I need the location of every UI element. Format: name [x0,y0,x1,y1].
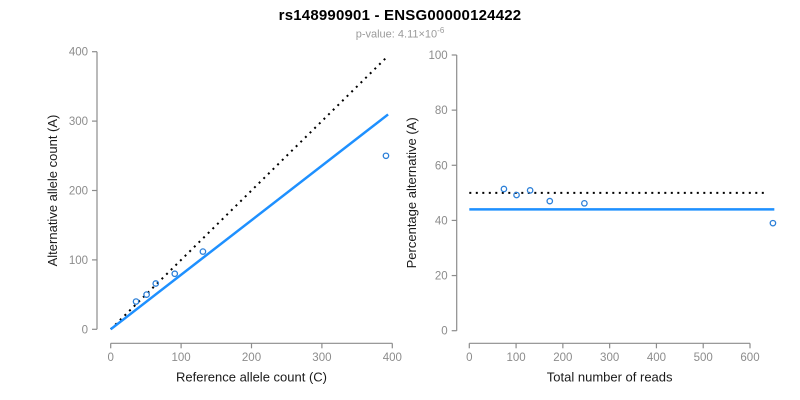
y-axis-label: Percentage alternative (A) [404,117,419,268]
x-axis-label: Reference allele count (C) [176,369,327,384]
data-point [132,298,140,305]
y-axis: 0 100 200 300 400 Alternative allele count (A… [45,47,98,336]
y-tick-label: 100 [429,50,448,62]
plot-panel-percentage: 0 20 40 60 80 100 Percentage alternative (A) 0 1… [404,50,777,384]
x-tick-label: 400 [383,352,402,364]
data-point [152,280,160,287]
data-point [513,191,520,199]
data-point [382,152,390,160]
x-tick-label: 300 [600,352,619,364]
y-tick-label: 40 [435,215,448,227]
data-point [199,248,207,255]
data-point [546,197,554,205]
data-point [500,185,508,193]
y-tick-label: 0 [82,324,88,336]
data-point [526,187,534,194]
x-tick-label: 100 [172,352,191,364]
x-tick-label: 200 [242,352,261,364]
plot-panel-counts: 0 100 200 300 400 Alternative allele count (A… [45,47,402,385]
data-point [581,199,588,207]
identity-line [109,56,388,331]
x-axis-label: Total number of reads [547,369,673,384]
x-tick-label: 200 [553,352,572,364]
y-tick-label: 20 [435,271,448,283]
y-axis-label: Alternative allele count (A) [45,115,60,267]
data-point [171,270,179,278]
y-tick-label: 400 [69,47,88,59]
x-axis: 0 100 200 300 400 Reference allele count (C) [107,342,402,384]
x-tick-label: 0 [107,352,113,364]
x-tick-label: 300 [312,352,331,364]
data-point [143,291,150,298]
x-axis: 0 100 200 300 400 500 600 Total number of reads [466,342,760,384]
x-tick-label: 100 [506,352,525,364]
data-point [769,219,777,227]
x-tick-label: 500 [694,352,713,364]
y-tick-label: 100 [69,255,88,267]
y-tick-label: 300 [69,116,88,128]
y-axis: 0 20 40 60 80 100 Percentage alternative (A) [404,50,458,338]
y-tick-label: 200 [69,186,88,198]
y-tick-label: 0 [441,326,447,338]
x-tick-label: 600 [740,352,759,364]
x-tick-label: 400 [647,352,666,364]
y-tick-label: 60 [435,160,448,172]
y-tick-label: 80 [435,105,448,117]
fit-line [109,113,389,331]
x-tick-label: 0 [466,352,472,364]
